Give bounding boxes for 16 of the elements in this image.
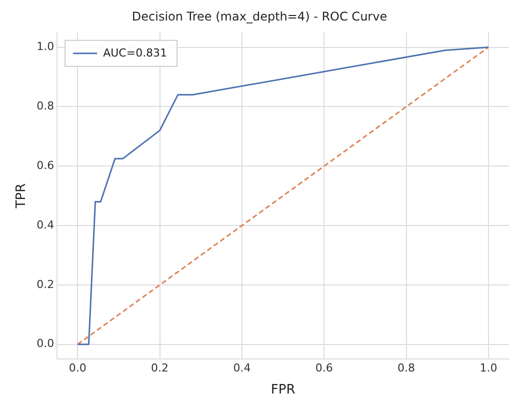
x-tick-label: 0.2 [151, 362, 169, 375]
chart-title: Decision Tree (max_depth=4) - ROC Curve [132, 9, 388, 24]
y-tick-label: 0.0 [36, 337, 54, 350]
y-tick-label: 0.2 [36, 278, 54, 291]
x-tick-label: 1.0 [480, 362, 498, 375]
y-tick-label: 1.0 [36, 40, 54, 54]
y-tick-label: 0.8 [36, 100, 54, 113]
x-tick-label: 0.6 [315, 362, 333, 375]
y-tick-label: 0.6 [36, 158, 54, 172]
y-axis-title: TPR [14, 183, 30, 210]
x-tick-label: 0.4 [233, 362, 251, 375]
legend-label: AUC=0.831 [103, 46, 168, 60]
x-tick-label: 0.8 [398, 362, 416, 375]
y-tick-label: 0.4 [36, 218, 54, 232]
x-tick-label: 0.0 [68, 362, 86, 375]
x-axis-title: FPR [270, 382, 296, 398]
